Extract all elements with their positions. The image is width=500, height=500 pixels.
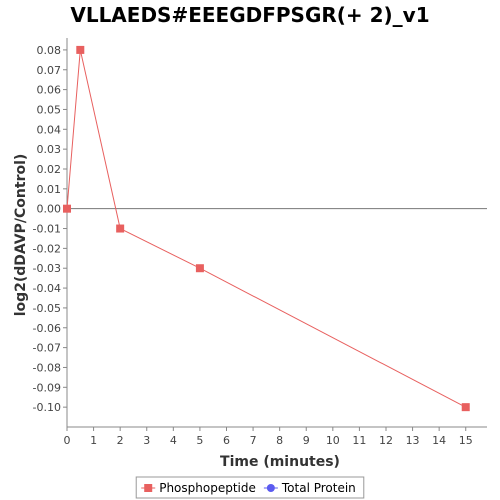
y-tick-label: -0.10 bbox=[33, 401, 61, 414]
x-tick-label: 15 bbox=[459, 434, 473, 447]
x-tick-label: 1 bbox=[90, 434, 97, 447]
y-tick-label: -0.05 bbox=[33, 302, 61, 315]
legend-label: Phosphopeptide bbox=[159, 481, 256, 495]
x-tick-label: 7 bbox=[250, 434, 257, 447]
data-point bbox=[461, 403, 470, 412]
data-point bbox=[195, 264, 204, 273]
data-point bbox=[116, 224, 125, 233]
x-tick-label: 6 bbox=[223, 434, 230, 447]
y-axis-label: log2(dDAVP/Control) bbox=[13, 154, 29, 317]
y-tick-label: 0.06 bbox=[37, 84, 62, 97]
legend: Phosphopeptide Total Protein bbox=[135, 476, 365, 499]
y-tick-label: 0.08 bbox=[37, 44, 62, 57]
y-tick-label: -0.09 bbox=[33, 381, 61, 394]
y-tick-label: 0.07 bbox=[37, 64, 62, 77]
legend-label: Total Protein bbox=[281, 481, 356, 495]
series-layer bbox=[63, 45, 470, 412]
y-tick-label: 0.03 bbox=[37, 143, 62, 156]
x-tick-label: 9 bbox=[303, 434, 310, 447]
x-tick-label: 3 bbox=[143, 434, 150, 447]
y-tick-label: 0.01 bbox=[37, 183, 62, 196]
y-tick-label: -0.07 bbox=[33, 342, 61, 355]
x-tick-label: 5 bbox=[196, 434, 203, 447]
x-tick-label: 4 bbox=[170, 434, 177, 447]
y-axis-ticks: 0.08 0.07 0.06 0.05 0.04 0.03 0.02 0.01 0.00 -0.0… bbox=[33, 44, 67, 414]
y-tick-label: 0.00 bbox=[37, 203, 62, 216]
data-point bbox=[63, 204, 71, 213]
x-axis-ticks: 0 1 2 3 4 5 6 7 8 9 10 11 12 13 14 15 bbox=[64, 427, 473, 447]
y-tick-label: -0.04 bbox=[33, 282, 61, 295]
y-tick-label: -0.03 bbox=[33, 262, 61, 275]
x-tick-label: 12 bbox=[379, 434, 393, 447]
x-axis-label: Time (minutes) bbox=[220, 454, 340, 470]
plot-area bbox=[67, 38, 487, 427]
x-tick-label: 14 bbox=[432, 434, 446, 447]
y-tick-label: 0.04 bbox=[37, 123, 62, 136]
y-tick-label: 0.02 bbox=[37, 163, 62, 176]
chart-title: VLLAEDS#EEEGDFPSGR(+ 2)_v1 bbox=[70, 3, 429, 27]
x-tick-label: 2 bbox=[117, 434, 124, 447]
x-tick-label: 10 bbox=[326, 434, 340, 447]
legend-marker bbox=[144, 484, 153, 492]
y-tick-label: 0.05 bbox=[37, 103, 62, 116]
x-tick-label: 8 bbox=[276, 434, 283, 447]
y-tick-label: -0.01 bbox=[33, 223, 61, 236]
x-tick-label: 11 bbox=[352, 434, 366, 447]
data-point bbox=[76, 45, 85, 54]
y-tick-label: -0.02 bbox=[33, 242, 61, 255]
y-tick-label: -0.06 bbox=[33, 322, 61, 335]
x-tick-label: 0 bbox=[64, 434, 71, 447]
x-tick-label: 13 bbox=[406, 434, 420, 447]
legend-marker bbox=[266, 484, 275, 492]
legend-box bbox=[135, 476, 365, 499]
y-tick-label: -0.08 bbox=[33, 361, 61, 374]
